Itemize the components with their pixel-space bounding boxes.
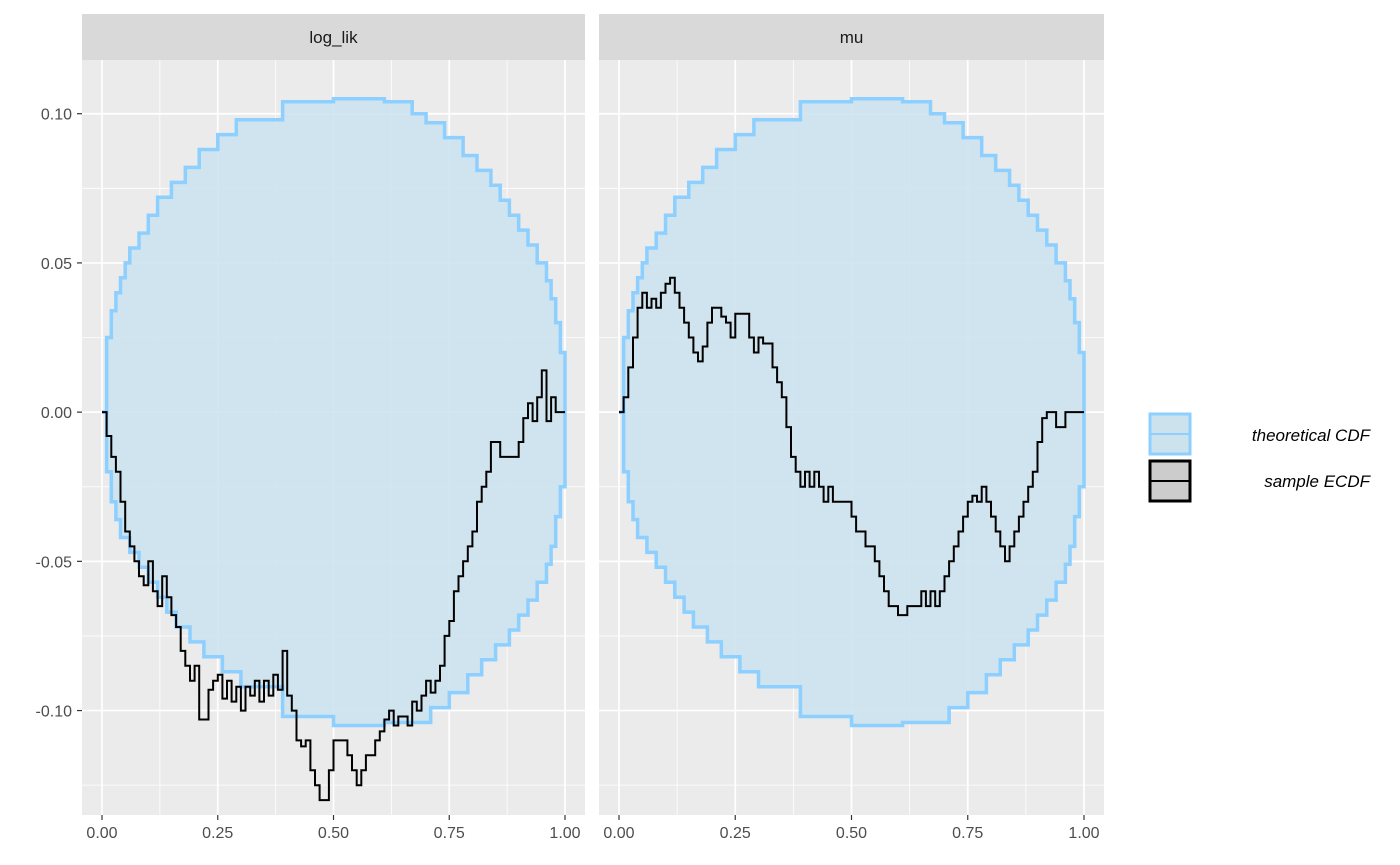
y-axis: 0.10 0.05 0.00 -0.05 -0.10	[36, 107, 82, 721]
y-tick-label: -0.10	[36, 704, 73, 721]
facet-label-mu: mu	[840, 28, 864, 47]
theoretical-cdf-upper	[102, 97, 567, 414]
x-tick-label: 0.00	[86, 825, 117, 842]
legend: theoretical CDF sample ECDF	[1148, 412, 1372, 503]
x-tick-label: 0.25	[720, 825, 751, 842]
facet-label-log-lik: log_lik	[309, 28, 358, 47]
legend-key-theoretical-cdf	[1148, 412, 1192, 456]
x-tick-label: 1.00	[1068, 825, 1099, 842]
x-tick-label: 0.75	[952, 825, 983, 842]
facet-panel-mu: mu 0.00 0.25 0.50 0.75 1.00	[599, 14, 1104, 842]
x-tick-label: 0.50	[836, 825, 867, 842]
x-tick-label: 1.00	[549, 825, 580, 842]
theoretical-cdf-lower	[102, 410, 567, 728]
theoretical-cdf-band	[102, 98, 565, 726]
facet-strip-log-lik	[82, 14, 585, 60]
y-tick-label: 0.00	[41, 405, 72, 422]
theoretical-cdf-upper	[619, 97, 1086, 414]
y-tick-label: 0.10	[41, 107, 72, 124]
y-tick-label: -0.05	[36, 554, 73, 571]
theoretical-cdf-band	[619, 98, 1084, 726]
legend-label-sample-ecdf: sample ECDF	[1264, 472, 1371, 491]
x-tick-label: 0.00	[603, 825, 634, 842]
facet-panel-log-lik: log_lik 0.00 0.25 0.50 0.75 1.00	[82, 14, 585, 842]
sample-ecdf-line-log-lik	[102, 369, 565, 802]
theoretical-cdf-lower	[619, 410, 1086, 728]
x-tick-label: 0.75	[434, 825, 465, 842]
facet-strip-mu	[599, 14, 1104, 60]
x-tick-label: 0.25	[202, 825, 233, 842]
sample-ecdf-line-mu	[619, 276, 1084, 617]
x-tick-label: 0.50	[318, 825, 349, 842]
y-tick-label: 0.05	[41, 256, 72, 273]
legend-label-theoretical-cdf: theoretical CDF	[1252, 426, 1372, 445]
legend-key-sample-ecdf	[1148, 459, 1192, 503]
